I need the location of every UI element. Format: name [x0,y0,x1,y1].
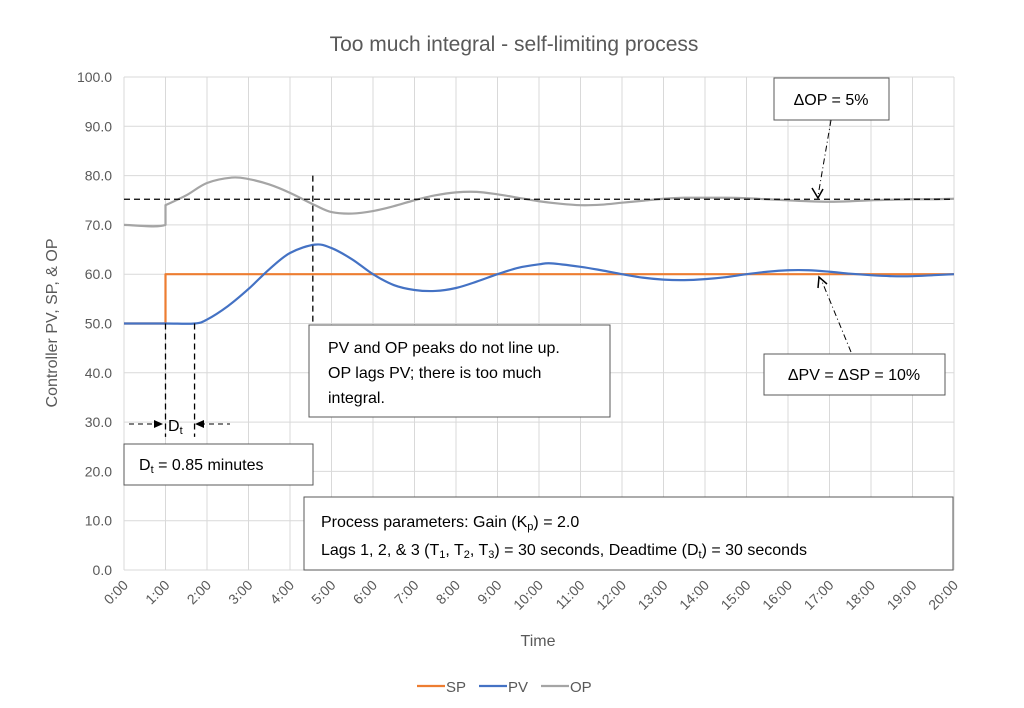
peaks-note-line: PV and OP peaks do not line up. [328,340,560,357]
deadtime-marker: Dt [129,418,230,437]
delta-op-text: ΔOP = 5% [794,92,869,109]
process-parameters-box: Process parameters: Gain (Kp) = 2.0 Lags… [303,496,954,571]
x-axis-ticks: 0:00 1:00 2:00 3:00 4:00 5:00 6:00 7:00 8:00 9:00… [101,577,962,613]
process-parameters-line1: Process parameters: Gain (Kp) = 2.0 [321,514,579,533]
y-tick-label: 30.0 [85,414,112,430]
x-tick-label: 6:00 [350,577,381,608]
x-tick-label: 5:00 [308,577,339,608]
x-tick-label: 11:00 [552,577,588,613]
y-tick-label: 0.0 [93,562,113,578]
x-tick-label: 9:00 [474,577,505,608]
x-axis-label: Time [521,633,556,650]
x-tick-label: 1:00 [142,577,173,608]
series-line-op [123,176,955,228]
y-tick-label: 100.0 [77,69,112,85]
x-tick-label: 13:00 [635,577,671,613]
delta-op-callout: ΔOP = 5% [773,77,890,200]
peaks-note-line: OP lags PV; there is too much [328,365,541,382]
delta-pv-text: ΔPV = ΔSP = 10% [788,367,920,384]
peaks-note-box: PV and OP peaks do not line up. OP lags … [308,324,611,418]
deadtime-value-text: Dt = 0.85 minutes [139,457,263,476]
y-tick-label: 70.0 [85,217,112,233]
chart-title: Too much integral - self-limiting proces… [330,33,699,56]
y-axis-ticks: 0.0 10.0 20.0 30.0 40.0 50.0 60.0 70.0 80.0 90.0 1… [77,69,112,578]
series-line-pv [124,243,955,325]
x-tick-label: 15:00 [718,577,754,613]
x-tick-label: 10:00 [510,577,546,613]
x-tick-label: 14:00 [676,577,712,613]
series-lines [123,176,955,325]
process-parameters-line2: Lags 1, 2, & 3 (T1, T2, T3) = 30 seconds… [321,542,807,561]
legend-label-sp: SP [446,679,466,696]
deadtime-value-box: Dt = 0.85 minutes [123,443,314,486]
x-tick-label: 3:00 [225,577,256,608]
y-tick-label: 20.0 [85,463,112,479]
delta-pv-callout: ΔPV = ΔSP = 10% [763,275,946,396]
y-tick-label: 80.0 [85,168,112,184]
x-tick-label: 7:00 [391,577,422,608]
x-tick-label: 4:00 [267,577,298,608]
x-tick-label: 8:00 [433,577,464,608]
x-tick-label: 12:00 [593,577,629,613]
x-tick-label: 17:00 [801,577,837,613]
x-tick-label: 16:00 [759,577,795,613]
legend: SP PV OP [417,679,592,696]
y-tick-label: 60.0 [85,266,112,282]
y-tick-label: 90.0 [85,118,112,134]
y-tick-label: 10.0 [85,513,112,529]
x-tick-label: 19:00 [884,577,920,613]
x-tick-label: 18:00 [842,577,878,613]
gridlines [123,76,955,571]
y-axis-label: Controller PV, SP, & OP [44,239,61,408]
reference-lines [124,175,954,437]
y-tick-label: 50.0 [85,316,112,332]
deadtime-label: Dt [168,418,183,437]
legend-label-pv: PV [508,679,528,696]
x-tick-label: 20:00 [925,577,961,613]
y-tick-label: 40.0 [85,365,112,381]
x-tick-label: 2:00 [184,577,215,608]
peaks-note-line: integral. [328,390,385,407]
legend-label-op: OP [570,679,592,696]
x-tick-label: 0:00 [101,577,132,608]
